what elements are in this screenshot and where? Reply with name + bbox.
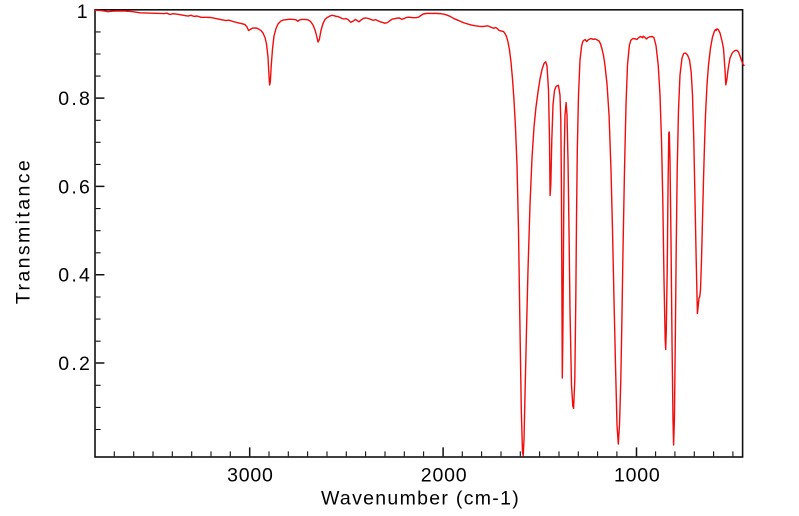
svg-text:0.6: 0.6 [58,176,92,198]
svg-text:3000: 3000 [227,464,274,486]
svg-text:0.4: 0.4 [58,265,92,287]
svg-text:2000: 2000 [421,464,468,486]
svg-text:1000: 1000 [614,464,661,486]
svg-text:0.2: 0.2 [58,353,92,375]
svg-text:Wavenumber (cm-1): Wavenumber (cm-1) [321,488,520,510]
svg-text:0.8: 0.8 [58,88,92,110]
svg-text:1: 1 [77,1,89,23]
svg-text:Transmitance: Transmitance [13,158,35,304]
